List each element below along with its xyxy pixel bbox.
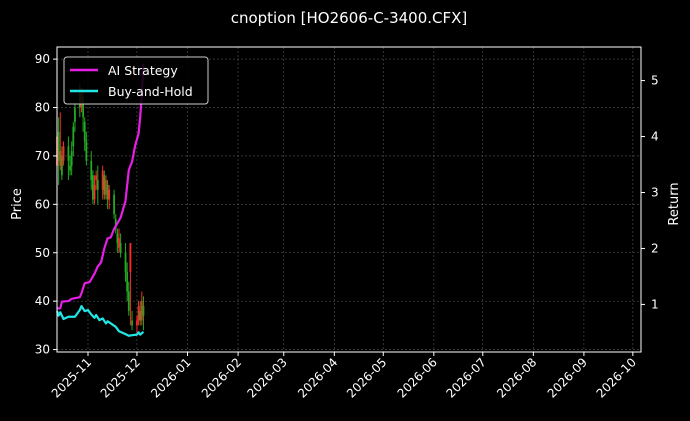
y-axis-right-title: Return (667, 182, 682, 225)
y-right-tick-label-5: 5 (651, 74, 659, 88)
candle-body-16 (91, 175, 94, 200)
candle-body-29 (119, 243, 122, 253)
candle-body-36 (137, 306, 140, 321)
candle-body-14 (85, 141, 88, 161)
y-right-tick-label-3: 3 (651, 186, 659, 200)
candle-body-27 (116, 233, 119, 244)
y-right-tick-label-4: 4 (651, 130, 659, 144)
legend-label-buy-and-hold: Buy-and-Hold (108, 84, 193, 99)
candle-body-23 (106, 184, 109, 200)
y-left-tick-label-60: 60 (35, 197, 50, 211)
candle-body-18 (95, 175, 98, 181)
y-left-tick-label-40: 40 (35, 294, 50, 308)
return-lines (55, 63, 145, 337)
candle-body-1 (57, 131, 60, 161)
y-left-tick-label-90: 90 (35, 52, 50, 66)
y-left-tick-label-30: 30 (35, 343, 50, 357)
candle-body-22 (105, 180, 107, 195)
y-left-tick-label-80: 80 (35, 101, 50, 115)
candle-body-38 (140, 301, 143, 321)
candle-body-30 (124, 252, 127, 273)
candle-body-8 (72, 126, 75, 147)
candle-body-17 (93, 184, 96, 200)
candle-body-21 (103, 175, 106, 195)
y-right-tick-label-2: 2 (651, 241, 659, 255)
y-left-tick-label-70: 70 (35, 149, 50, 163)
legend: AI Strategy Buy-and-Hold (63, 56, 209, 105)
legend-label-ai-strategy: AI Strategy (108, 63, 178, 78)
series-line-ai-strategy (57, 63, 145, 310)
candle-body-33 (129, 243, 132, 273)
y-right-tick-label-1: 1 (651, 297, 659, 311)
candle-body-9 (74, 107, 76, 123)
candle-body-2 (59, 151, 62, 166)
candle-body-26 (114, 218, 117, 229)
candle-body-7 (70, 151, 73, 166)
candle-body-39 (142, 306, 145, 316)
candle-body-13 (83, 122, 86, 142)
y-axis-left-title: Price (10, 188, 25, 220)
candle-body-28 (118, 238, 120, 248)
legend-box (63, 56, 209, 105)
candle-body-32 (127, 291, 130, 311)
y-left-tick-label-50: 50 (35, 246, 50, 260)
candle-body-37 (139, 310, 142, 321)
candle-body-5 (67, 146, 70, 161)
candle-body-31 (126, 272, 129, 292)
candle-body-15 (90, 160, 93, 181)
candle-body-20 (101, 170, 104, 190)
candle-body-12 (82, 97, 85, 118)
candle-body-3 (60, 155, 63, 176)
candle-body-19 (96, 180, 99, 190)
candle-body-4 (62, 146, 65, 161)
candle-body-35 (136, 320, 138, 326)
plot-frame (56, 46, 642, 353)
chart-title: cnoption [HO2606-C-3400.CFX] (231, 9, 468, 27)
candle-body-6 (69, 165, 71, 171)
candle-body-25 (113, 194, 115, 215)
candle-body-24 (108, 189, 111, 200)
candle-body-34 (131, 320, 133, 326)
series-line-buy-and-hold (55, 305, 145, 337)
